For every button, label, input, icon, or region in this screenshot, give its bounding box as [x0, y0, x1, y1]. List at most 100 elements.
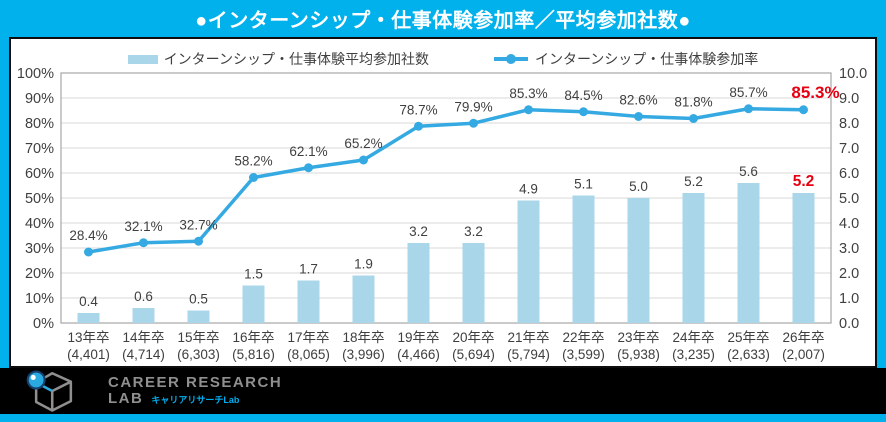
x-axis-sample-size-label: (3,996) — [342, 347, 385, 362]
left-axis-tick-label: 50% — [25, 191, 54, 207]
rate-value-label: 32.7% — [179, 217, 217, 232]
bar — [737, 183, 760, 323]
left-axis-tick-label: 80% — [25, 116, 54, 132]
bar-value-label: 0.4 — [79, 294, 98, 309]
line-series-swatch-icon — [494, 54, 528, 64]
left-axis-tick-label: 60% — [25, 166, 54, 182]
rate-value-label: 85.3% — [791, 83, 839, 102]
x-axis-sample-size-label: (5,794) — [507, 347, 550, 362]
right-axis-tick-label: 0.0 — [839, 316, 859, 332]
bar — [297, 280, 320, 323]
rate-point — [84, 247, 93, 257]
combo-chart: 0% 10% 20% 30% 40% 50% 60% 70% 80% 90% 100% 0.0 1.0 2… — [17, 66, 867, 362]
brand-subtitle-japanese: キャリアリサーチLab — [151, 395, 240, 405]
right-axis-tick-label: 4.0 — [839, 216, 859, 232]
chart-legend: インターンシップ・仕事体験平均参加社数 インターンシップ・仕事体験参加率 — [11, 49, 875, 69]
x-axis-category-label: 15年卒 — [177, 330, 219, 345]
x-axis-category-label: 23年卒 — [617, 330, 659, 345]
bar-value-label: 0.5 — [189, 292, 208, 307]
brand-name-line2: LAB — [108, 390, 144, 407]
x-axis-sample-size-label: (2,007) — [782, 347, 825, 362]
right-axis-tick-label: 1.0 — [839, 291, 859, 307]
x-axis-category-label: 13年卒 — [67, 330, 109, 345]
bar — [242, 285, 265, 323]
x-axis-sample-size-label: (8,065) — [287, 347, 330, 362]
x-axis-category-label: 17年卒 — [287, 330, 329, 345]
bar-value-label: 5.6 — [739, 164, 758, 179]
x-axis-category-label: 24年卒 — [672, 330, 714, 345]
right-axis-tick-label: 8.0 — [839, 116, 859, 132]
bar — [407, 243, 430, 323]
bar-value-label: 5.2 — [684, 174, 703, 189]
right-axis-tick-label: 7.0 — [839, 141, 859, 157]
right-axis-tick-label: 2.0 — [839, 266, 859, 282]
x-axis-sample-size-label: (4,401) — [67, 347, 110, 362]
rate-value-label: 84.5% — [564, 88, 602, 103]
x-axis-sample-size-label: (5,938) — [617, 347, 660, 362]
left-axis-tick-label: 20% — [25, 266, 54, 282]
x-axis-sample-size-label: (2,633) — [727, 347, 770, 362]
rate-point — [579, 107, 588, 117]
right-axis-tick-label: 5.0 — [839, 191, 859, 207]
bar — [132, 308, 155, 323]
rate-value-label: 81.8% — [674, 95, 712, 110]
x-axis-category-label: 25年卒 — [727, 330, 769, 345]
x-axis-sample-size-label: (4,466) — [397, 347, 440, 362]
bar — [462, 243, 485, 323]
legend-item-line-series: インターンシップ・仕事体験参加率 — [493, 49, 758, 69]
chart-panel: インターンシップ・仕事体験平均参加社数 インターンシップ・仕事体験参加率 0% 1… — [9, 37, 877, 368]
x-axis-category-label: 20年卒 — [452, 330, 494, 345]
bar-value-label: 5.2 — [793, 173, 815, 190]
x-axis-category-label: 22年卒 — [562, 330, 604, 345]
footer-brand-band: CAREER RESEARCH LAB キャリアリサーチLab — [0, 368, 886, 414]
rate-point — [469, 118, 478, 128]
x-axis-category-label: 19年卒 — [397, 330, 439, 345]
x-axis-category-label: 14年卒 — [122, 330, 164, 345]
x-axis-sample-size-label: (3,235) — [672, 347, 715, 362]
rate-point — [524, 105, 533, 115]
left-axis-tick-label: 10% — [25, 291, 54, 307]
right-axis-tick-label: 6.0 — [839, 166, 859, 182]
bar-value-label: 4.9 — [519, 182, 538, 197]
left-axis-tick-label: 70% — [25, 141, 54, 157]
bar-value-label: 3.2 — [409, 224, 428, 239]
bar-value-label: 0.6 — [134, 289, 153, 304]
rate-point — [689, 114, 698, 123]
left-axis-tick-label: 0% — [33, 316, 54, 332]
rate-value-label: 85.3% — [509, 86, 547, 101]
bar — [792, 193, 815, 323]
x-axis-sample-size-label: (5,816) — [232, 347, 275, 362]
rate-point — [634, 112, 643, 121]
bar-value-label: 3.2 — [464, 224, 483, 239]
bar — [77, 313, 100, 323]
rate-value-label: 58.2% — [234, 154, 272, 169]
brand-text: CAREER RESEARCH LAB キャリアリサーチLab — [108, 374, 282, 408]
rate-value-label: 28.4% — [69, 228, 107, 243]
right-axis-tick-label: 3.0 — [839, 241, 859, 257]
rate-point — [359, 155, 368, 165]
left-axis-tick-label: 30% — [25, 241, 54, 257]
x-axis-category-label: 26年卒 — [782, 330, 824, 345]
rate-point — [744, 104, 753, 114]
x-axis-category-label: 16年卒 — [232, 330, 274, 345]
right-axis-tick-label: 10.0 — [839, 66, 867, 82]
bar — [352, 275, 375, 323]
bar — [572, 195, 595, 323]
left-axis-tick-label: 40% — [25, 216, 54, 232]
left-axis-tick-label: 90% — [25, 91, 54, 107]
left-axis-tick-label: 100% — [17, 66, 54, 82]
rate-value-label: 85.7% — [729, 85, 767, 100]
career-research-lab-logo-icon — [26, 370, 73, 412]
rate-point — [139, 238, 148, 248]
plot-border — [60, 72, 832, 324]
rate-point — [414, 121, 423, 131]
rate-value-label: 79.9% — [454, 99, 492, 114]
rate-value-label: 82.6% — [619, 93, 657, 108]
right-axis-tick-label: 9.0 — [839, 91, 859, 107]
bar-value-label: 1.5 — [244, 267, 263, 282]
bar-series-swatch-icon — [127, 54, 158, 64]
rate-value-label: 32.1% — [124, 219, 162, 234]
bar — [517, 200, 540, 323]
rate-point — [249, 173, 258, 182]
